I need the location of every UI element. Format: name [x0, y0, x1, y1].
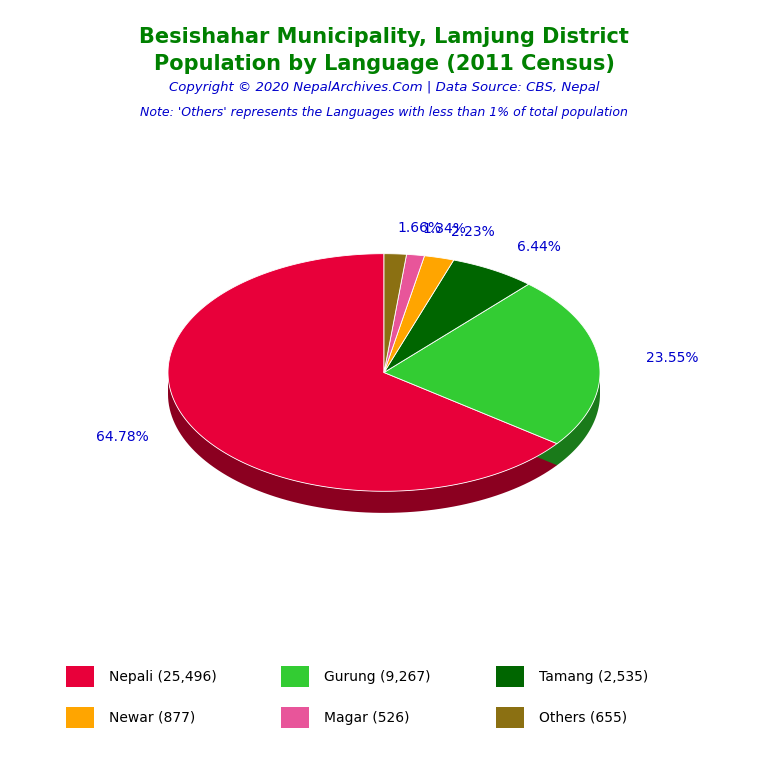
Text: Nepali (25,496): Nepali (25,496)	[109, 670, 217, 684]
Text: 64.78%: 64.78%	[96, 430, 148, 445]
Polygon shape	[168, 372, 557, 513]
Text: Others (655): Others (655)	[539, 711, 627, 725]
Text: 2.23%: 2.23%	[452, 225, 495, 240]
Bar	[496, 667, 524, 687]
Text: 1.34%: 1.34%	[422, 222, 466, 236]
Polygon shape	[384, 256, 454, 372]
Text: 1.66%: 1.66%	[398, 220, 442, 235]
Bar	[66, 707, 94, 728]
Text: Newar (877): Newar (877)	[109, 711, 195, 725]
Polygon shape	[384, 253, 406, 372]
Text: 23.55%: 23.55%	[646, 351, 699, 366]
Bar	[496, 707, 524, 728]
Polygon shape	[384, 372, 557, 465]
Text: Besishahar Municipality, Lamjung District: Besishahar Municipality, Lamjung Distric…	[139, 27, 629, 47]
Text: Population by Language (2011 Census): Population by Language (2011 Census)	[154, 54, 614, 74]
Text: Note: 'Others' represents the Languages with less than 1% of total population: Note: 'Others' represents the Languages …	[140, 106, 628, 119]
Bar	[66, 667, 94, 687]
Polygon shape	[557, 372, 600, 465]
Polygon shape	[168, 253, 557, 492]
Bar	[281, 667, 309, 687]
Text: Gurung (9,267): Gurung (9,267)	[324, 670, 430, 684]
Text: Magar (526): Magar (526)	[324, 711, 409, 725]
Polygon shape	[384, 284, 600, 444]
Polygon shape	[384, 260, 528, 372]
Polygon shape	[384, 254, 425, 372]
Text: Copyright © 2020 NepalArchives.Com | Data Source: CBS, Nepal: Copyright © 2020 NepalArchives.Com | Dat…	[169, 81, 599, 94]
Bar	[281, 707, 309, 728]
Polygon shape	[384, 372, 557, 465]
Text: 6.44%: 6.44%	[518, 240, 561, 254]
Text: Tamang (2,535): Tamang (2,535)	[539, 670, 648, 684]
